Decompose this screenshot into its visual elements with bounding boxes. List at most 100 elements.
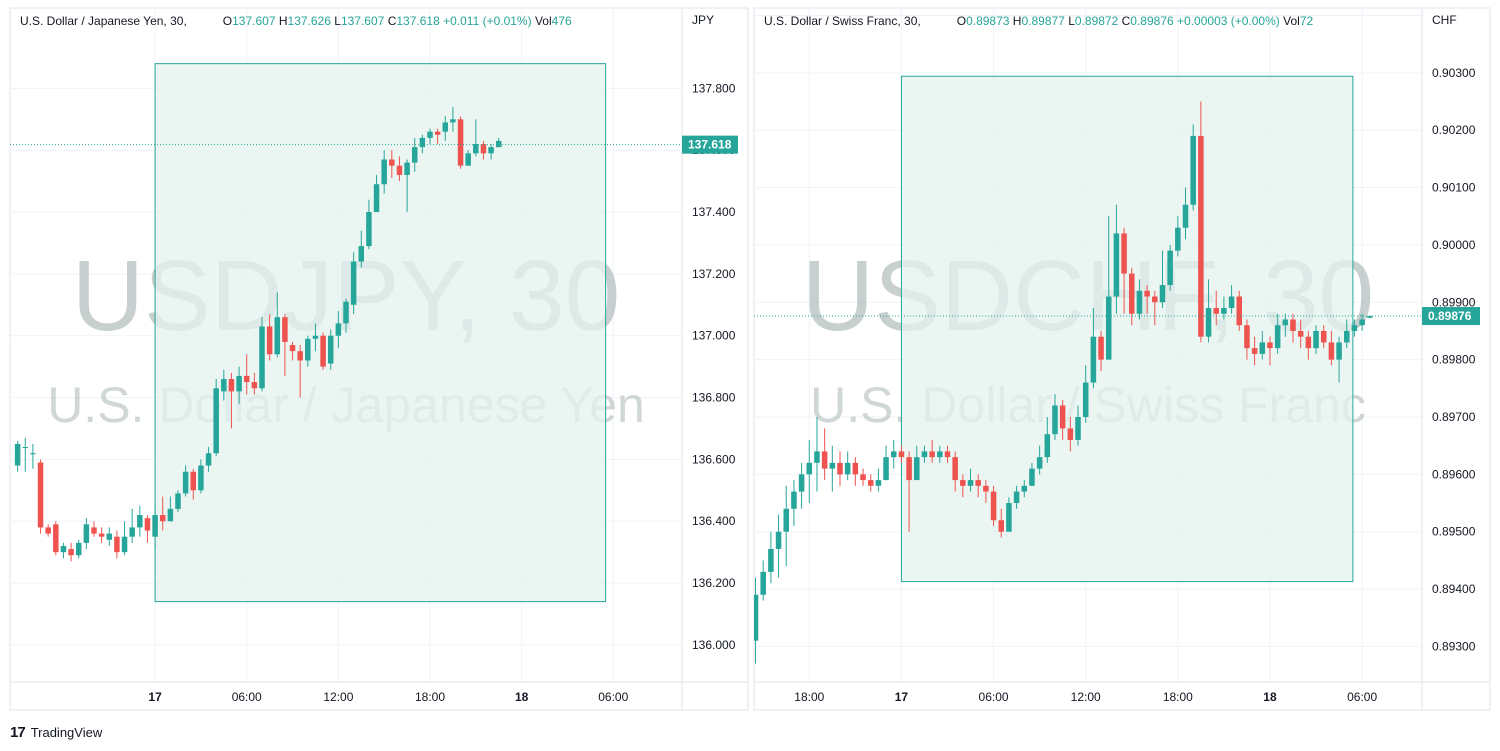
candle-body — [1082, 382, 1089, 417]
candle-body — [98, 533, 105, 537]
candle-body — [121, 536, 128, 553]
last-price-label: 0.89876 — [1428, 309, 1472, 323]
candle-body — [450, 119, 456, 123]
chart-panel-jpy: USDJPY, 30U.S. Dollar / Japanese Yen JPY 1… — [9, 7, 749, 711]
candle-body — [68, 549, 74, 556]
candle-body — [929, 451, 935, 458]
ohlc-l-value: 0.89872 — [1075, 14, 1119, 28]
volume-label: Vol — [1283, 14, 1300, 28]
candle-body — [952, 457, 958, 481]
candle-body — [1067, 428, 1074, 440]
candle-body — [1297, 330, 1304, 337]
last-price-tag — [1422, 307, 1480, 326]
candle-body — [1213, 308, 1219, 314]
legend-gap — [921, 14, 957, 28]
candle-body — [167, 508, 174, 522]
candle-body — [213, 388, 219, 454]
ohlc-c-value: 137.618 — [396, 14, 440, 28]
candle-body — [251, 382, 258, 389]
y-tick-label: 0.89300 — [1432, 639, 1476, 653]
x-tick-label: 18:00 — [1163, 690, 1193, 704]
symbol-title: U.S. Dollar / Swiss Franc, 30, — [764, 14, 921, 28]
candle-body — [921, 451, 928, 458]
last-price-label: 137.618 — [688, 138, 732, 152]
candle-body — [404, 162, 410, 175]
x-tick-label: 17 — [895, 690, 909, 704]
currency-label: JPY — [692, 13, 714, 27]
candle-body — [1282, 319, 1289, 326]
candle-body — [259, 326, 265, 389]
candle-body — [373, 184, 380, 213]
x-tick-label: 06:00 — [232, 690, 262, 704]
candle-body — [914, 457, 920, 481]
candle-body — [419, 137, 426, 148]
x-tick-label: 06:00 — [598, 690, 628, 704]
legend-header: U.S. Dollar / Swiss Franc, 30, O0.89873 … — [764, 14, 1313, 28]
candle-body — [1359, 319, 1365, 326]
candle-body — [389, 159, 395, 166]
candle-body — [1144, 290, 1150, 297]
candle-body — [890, 451, 897, 458]
candle-body — [350, 261, 357, 305]
ohlc-o-label: O — [957, 14, 966, 28]
candle-body — [381, 159, 387, 185]
candle-body — [1182, 204, 1189, 228]
candle-body — [1052, 405, 1058, 435]
candle-body — [434, 131, 441, 135]
y-tick-label: 0.90100 — [1432, 181, 1476, 195]
candle-body — [975, 480, 981, 486]
candle-body — [320, 335, 326, 367]
candle-body — [821, 451, 828, 469]
candle-body — [1075, 416, 1081, 440]
candle-body — [396, 165, 403, 175]
candle-body — [22, 447, 29, 449]
candle-body — [806, 462, 813, 475]
ohlc-change: +0.00003 (+0.00%) — [1177, 14, 1280, 28]
candle-body — [1320, 330, 1327, 343]
candle-body — [1313, 330, 1319, 349]
legend-gap — [187, 14, 223, 28]
candle-body — [182, 471, 189, 494]
candle-body — [1190, 135, 1196, 205]
ohlc-h-label: H — [1013, 14, 1022, 28]
candle-body — [1105, 296, 1112, 360]
candle-body — [1175, 227, 1181, 251]
candle-body — [480, 144, 487, 154]
candle-body — [860, 474, 866, 481]
candle-body — [1236, 296, 1243, 326]
y-tick-label: 137.200 — [692, 267, 736, 281]
x-tick-label: 12:00 — [1071, 690, 1101, 704]
volume-value: 72 — [1300, 14, 1314, 28]
candle-body — [960, 480, 966, 486]
tradingview-logo-icon: 17 — [10, 723, 26, 741]
candle-body — [1228, 296, 1235, 309]
candle-body — [967, 480, 974, 486]
y-tick-label: 0.90300 — [1432, 66, 1476, 80]
candle-body — [775, 531, 782, 549]
ohlc-l-label: L — [1068, 14, 1075, 28]
candle-body — [152, 515, 158, 537]
candle-body — [30, 453, 36, 455]
x-tick-label: 18:00 — [415, 690, 445, 704]
y-tick-label: 0.89400 — [1432, 582, 1476, 596]
candle-body — [898, 451, 905, 458]
x-tick-label: 06:00 — [979, 690, 1009, 704]
candle-body — [282, 317, 288, 342]
tradingview-brand[interactable]: 17 TradingView — [10, 722, 102, 742]
candle-body — [75, 542, 82, 556]
ohlc-c-value: 0.89876 — [1130, 14, 1174, 28]
candle-body — [1044, 434, 1051, 458]
candle-body — [221, 379, 227, 392]
ohlc-h-value: 0.89877 — [1021, 14, 1065, 28]
candle-body — [937, 451, 943, 458]
y-tick-label: 0.90000 — [1432, 238, 1476, 252]
y-tick-label: 0.89700 — [1432, 410, 1476, 424]
candle-body — [852, 462, 859, 475]
y-tick-label: 137.800 — [692, 81, 736, 95]
currency-label: CHF — [1432, 13, 1457, 27]
y-tick-label: 0.89500 — [1432, 525, 1476, 539]
candle-body — [106, 533, 113, 540]
candle-body — [495, 140, 502, 148]
candle-body — [1274, 325, 1281, 349]
y-tick-label: 137.000 — [692, 329, 736, 343]
